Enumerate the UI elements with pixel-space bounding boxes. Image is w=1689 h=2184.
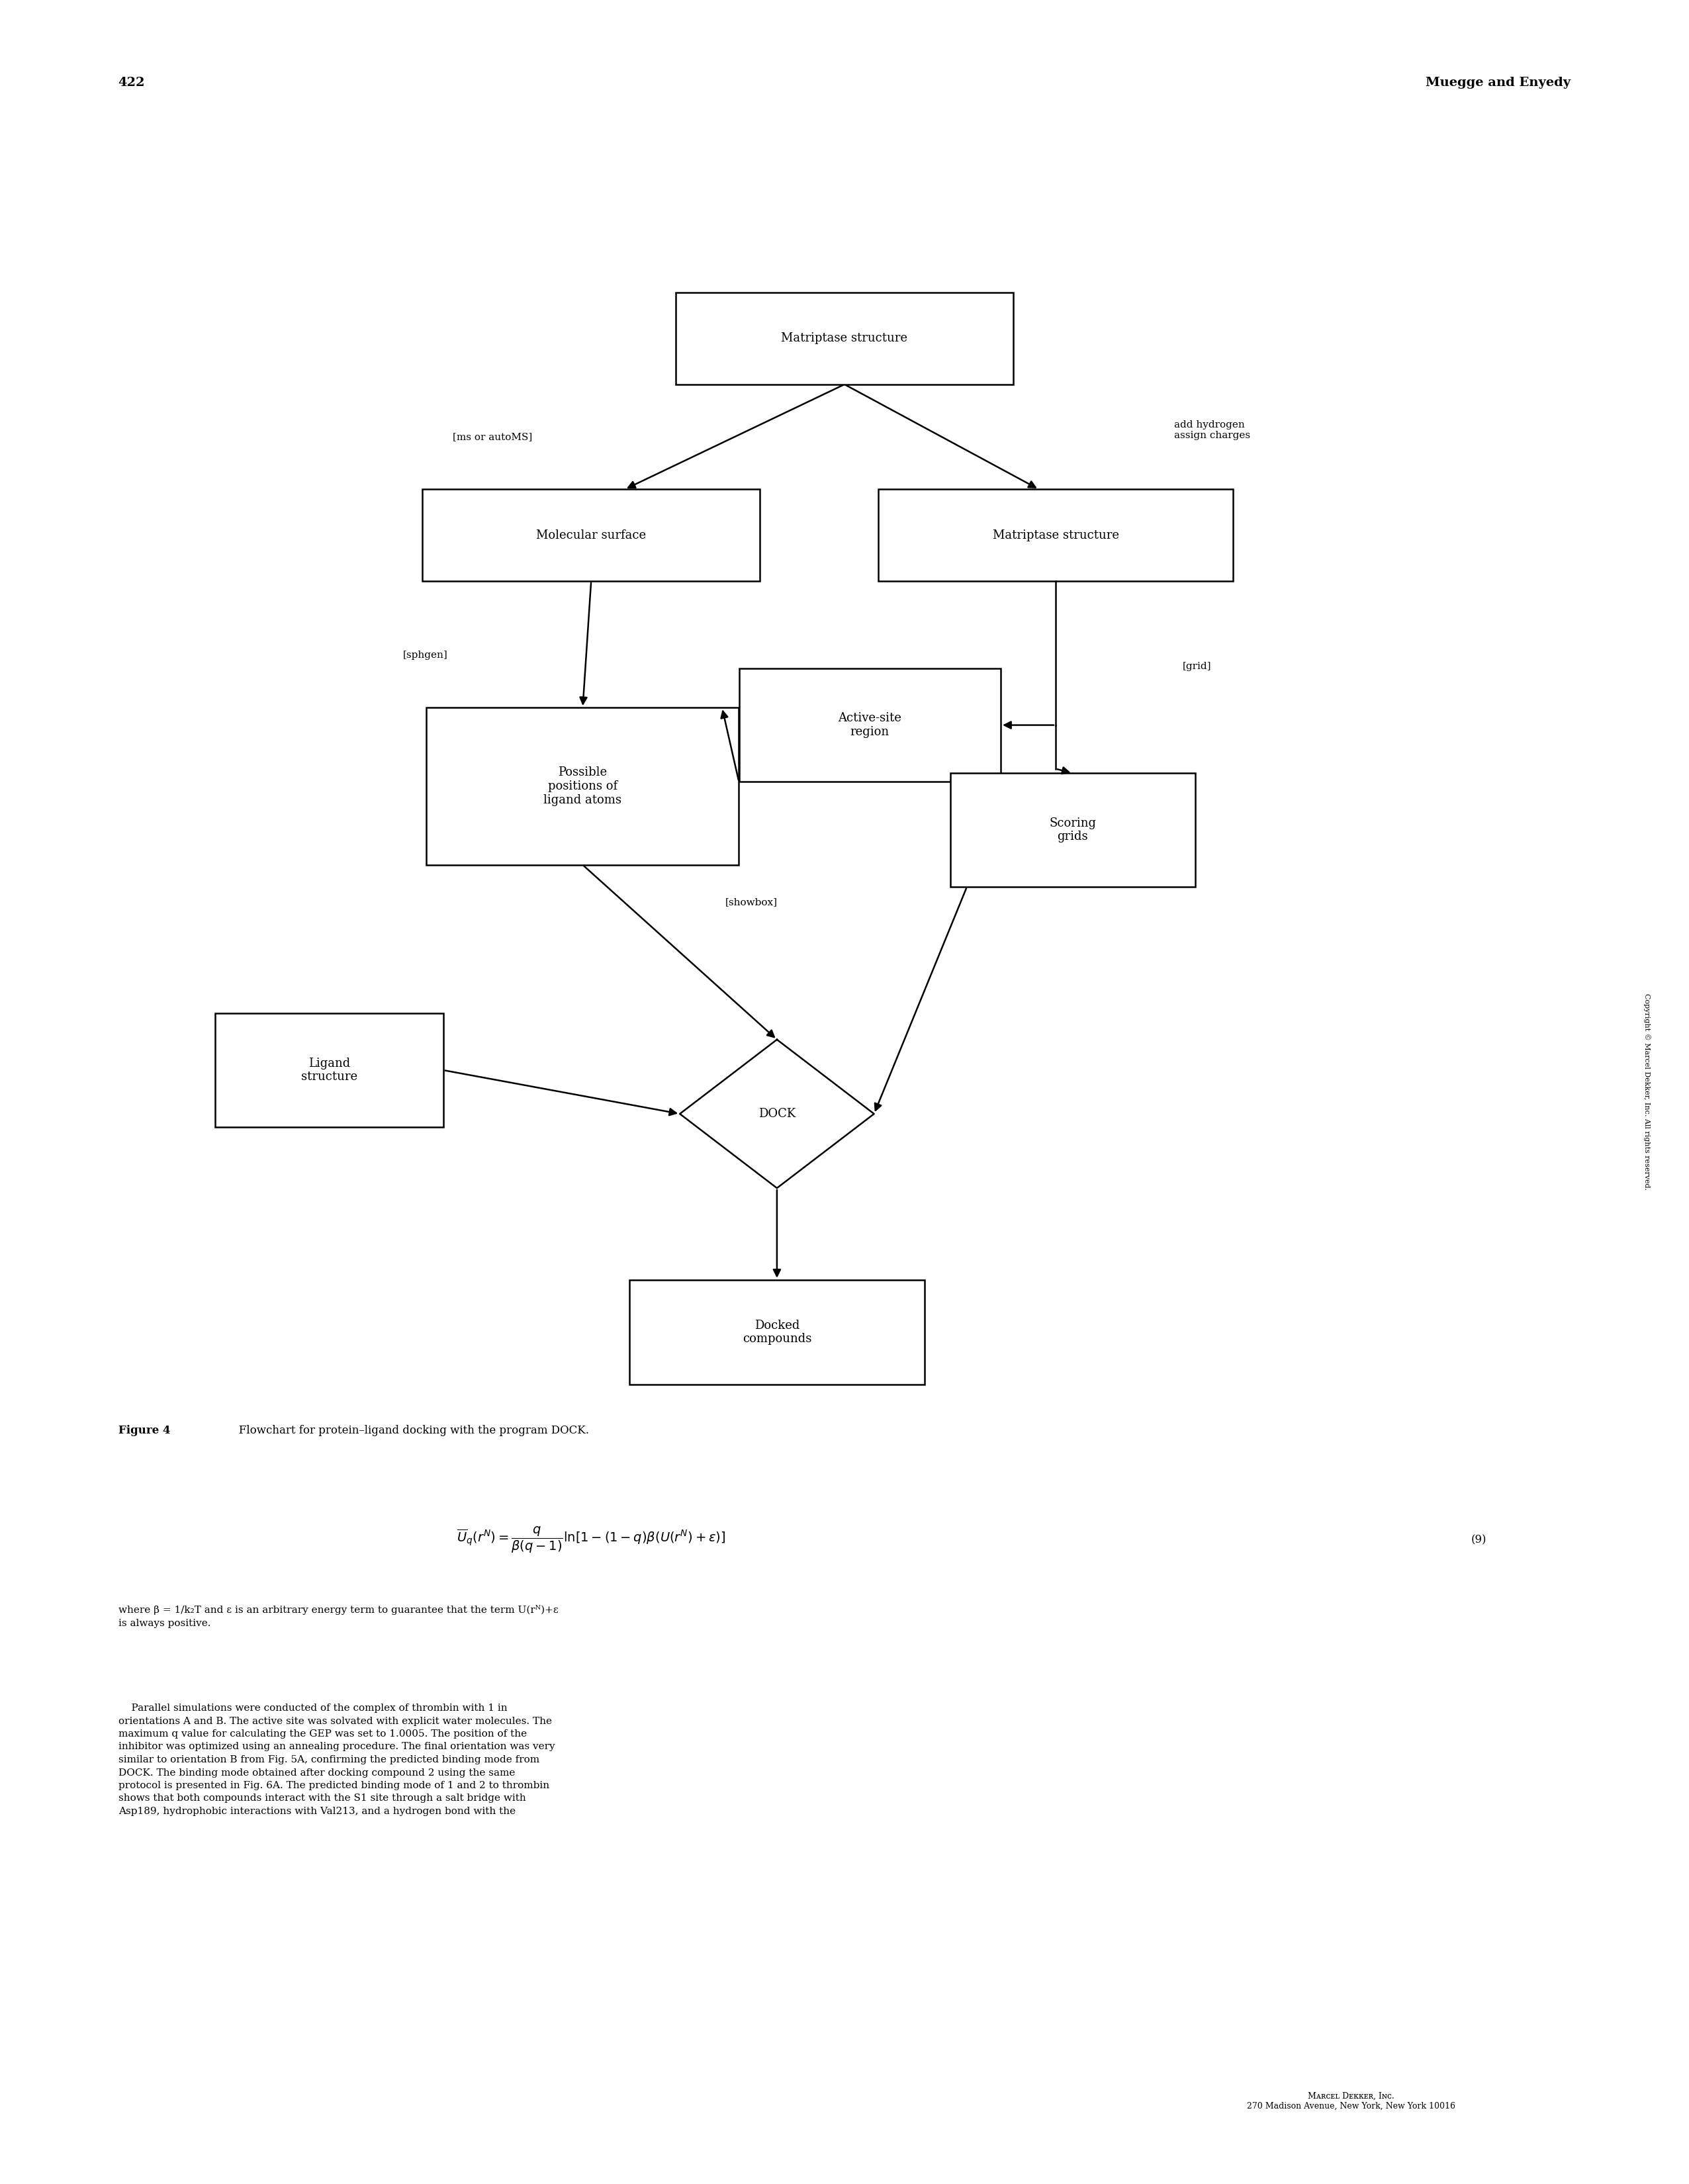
Text: where β = 1/k₂T and ε is an arbitrary energy term to guarantee that the term U(r: where β = 1/k₂T and ε is an arbitrary en…: [118, 1605, 557, 1627]
FancyBboxPatch shape: [878, 489, 1233, 581]
Text: $\overline{U}_q(r^N) = \dfrac{q}{\beta(q-1)} \ln[1 - (1-q)\beta(U(r^N)+\varepsil: $\overline{U}_q(r^N) = \dfrac{q}{\beta(q…: [456, 1524, 726, 1555]
FancyBboxPatch shape: [949, 773, 1194, 887]
Text: Copyright © Marcel Dekker, Inc. All rights reserved.: Copyright © Marcel Dekker, Inc. All righ…: [1643, 994, 1650, 1190]
Text: Scoring
grids: Scoring grids: [1049, 817, 1096, 843]
Text: Matriptase structure: Matriptase structure: [782, 332, 907, 345]
Text: Flowchart for protein–ligand docking with the program DOCK.: Flowchart for protein–ligand docking wit…: [228, 1424, 589, 1437]
Text: [sphgen]: [sphgen]: [402, 651, 448, 660]
FancyBboxPatch shape: [422, 489, 760, 581]
Text: Docked
compounds: Docked compounds: [743, 1319, 811, 1345]
Text: add hydrogen
assign charges: add hydrogen assign charges: [1174, 419, 1250, 441]
Text: Figure 4: Figure 4: [118, 1424, 171, 1437]
Text: Mᴀʀᴄᴇʟ Dᴇᴋᴋᴇʀ, Iɴᴄ.
270 Madison Avenue, New York, New York 10016: Mᴀʀᴄᴇʟ Dᴇᴋᴋᴇʀ, Iɴᴄ. 270 Madison Avenue, …: [1246, 2092, 1456, 2110]
Text: [ms or autoMS]: [ms or autoMS]: [453, 432, 532, 441]
Text: [grid]: [grid]: [1182, 662, 1211, 670]
Text: Ligand
structure: Ligand structure: [301, 1057, 358, 1083]
Text: Molecular surface: Molecular surface: [535, 529, 647, 542]
Text: DOCK: DOCK: [758, 1107, 796, 1120]
Text: [showbox]: [showbox]: [726, 898, 777, 906]
FancyBboxPatch shape: [676, 293, 1013, 384]
Text: Possible
positions of
ligand atoms: Possible positions of ligand atoms: [544, 767, 622, 806]
FancyBboxPatch shape: [630, 1280, 926, 1385]
Text: (9): (9): [1471, 1533, 1486, 1546]
Polygon shape: [679, 1040, 875, 1188]
Text: Parallel simulations were conducted of the complex of thrombin with 1 in
orienta: Parallel simulations were conducted of t…: [118, 1704, 554, 1817]
Text: 422: 422: [118, 76, 145, 90]
Text: Muegge and Enyedy: Muegge and Enyedy: [1426, 76, 1571, 90]
FancyBboxPatch shape: [216, 1013, 443, 1127]
Text: Active-site
region: Active-site region: [838, 712, 902, 738]
FancyBboxPatch shape: [426, 708, 738, 865]
Text: Matriptase structure: Matriptase structure: [993, 529, 1118, 542]
FancyBboxPatch shape: [740, 668, 1000, 782]
